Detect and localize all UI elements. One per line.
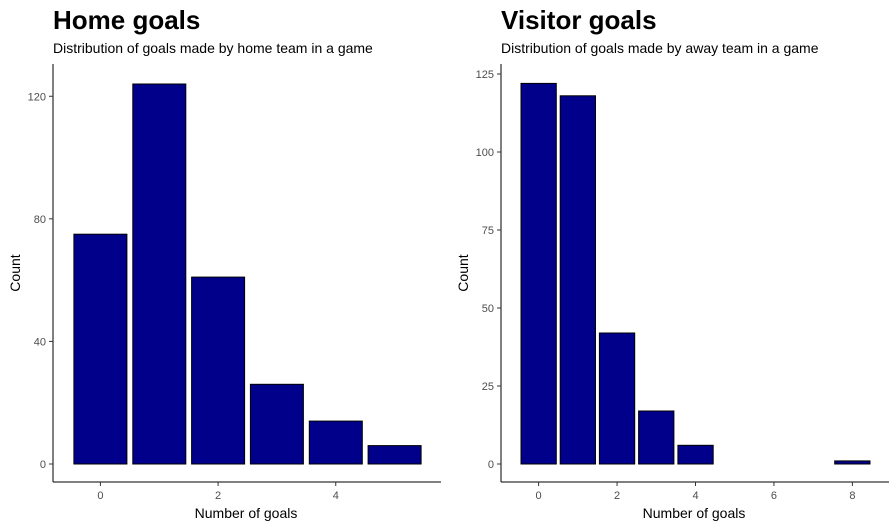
chart-subtitle: Distribution of goals made by home team … xyxy=(53,40,373,56)
bar-goals-8 xyxy=(834,460,871,465)
y-tick-label: 0 xyxy=(488,459,494,471)
x-tick-label: 0 xyxy=(536,490,542,502)
y-tick-label: 50 xyxy=(482,303,494,315)
bar-goals-5 xyxy=(367,445,422,465)
bar-goals-0 xyxy=(73,233,128,465)
bar-goals-1 xyxy=(132,83,187,465)
chart-subtitle: Distribution of goals made by away team … xyxy=(501,40,819,56)
bar-goals-0 xyxy=(520,82,557,465)
bar-goals-1 xyxy=(559,95,597,465)
y-tick-label: 0 xyxy=(40,459,46,471)
x-axis-title: Number of goals xyxy=(643,505,746,521)
bar-goals-2 xyxy=(598,332,636,465)
x-axis-title: Number of goals xyxy=(195,505,298,521)
visitor-goals-panel: Visitor goals Distribution of goals made… xyxy=(455,5,889,521)
bar-goals-4 xyxy=(677,444,714,465)
y-axis-title: Count xyxy=(455,254,471,291)
home-goals-panel: Home goals Distribution of goals made by… xyxy=(7,5,441,521)
x-tick-label: 4 xyxy=(692,490,698,502)
x-tick-label: 8 xyxy=(849,490,855,502)
y-tick-label: 40 xyxy=(34,336,46,348)
y-tick-label: 120 xyxy=(28,91,46,103)
x-tick-label: 2 xyxy=(215,490,221,502)
bars xyxy=(520,82,871,465)
bars xyxy=(73,83,422,465)
bar-goals-2 xyxy=(191,276,246,465)
bar-goals-3 xyxy=(249,383,304,465)
x-ticks: 0 2 4 6 8 xyxy=(536,482,855,502)
x-tick-label: 2 xyxy=(614,490,620,502)
x-tick-label: 6 xyxy=(771,490,777,502)
y-ticks: 0 25 50 75 100 125 xyxy=(476,69,501,471)
x-ticks: 0 2 4 xyxy=(97,482,339,502)
y-axis-title: Count xyxy=(7,254,23,291)
x-tick-label: 4 xyxy=(333,490,339,502)
bar-goals-4 xyxy=(308,420,363,465)
y-tick-label: 75 xyxy=(482,225,494,237)
bar-goals-3 xyxy=(638,410,675,465)
chart-title: Home goals xyxy=(53,5,200,35)
y-tick-label: 25 xyxy=(482,381,494,393)
y-tick-label: 100 xyxy=(476,147,494,159)
y-ticks: 0 40 80 120 xyxy=(28,91,53,471)
x-tick-label: 0 xyxy=(97,490,103,502)
chart-title: Visitor goals xyxy=(501,5,657,35)
y-tick-label: 125 xyxy=(476,69,494,81)
y-tick-label: 80 xyxy=(34,214,46,226)
